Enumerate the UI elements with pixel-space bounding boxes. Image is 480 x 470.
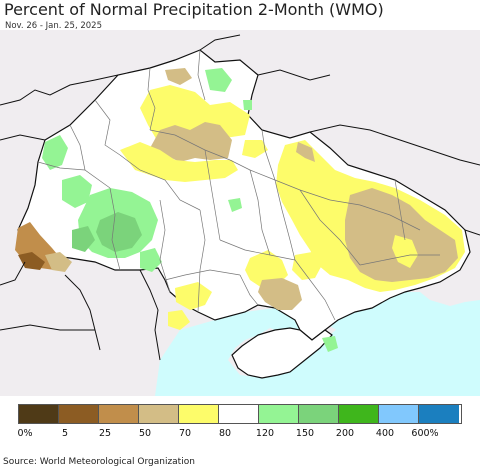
precipitation-map xyxy=(0,30,480,396)
legend-swatch xyxy=(299,405,339,423)
legend-swatch xyxy=(19,405,59,423)
legend-swatch xyxy=(259,405,299,423)
crimea xyxy=(231,327,333,379)
legend-label: 0% xyxy=(17,428,33,439)
source-credit: Source: World Meteorological Organizatio… xyxy=(3,457,195,467)
legend-labels: 0% 5 25 50 70 80 120 150 200 400 600% xyxy=(17,428,462,442)
legend-swatch xyxy=(99,405,139,423)
oblast-borders xyxy=(37,49,440,321)
legend-label: 150 xyxy=(295,428,315,439)
legend-label: 25 xyxy=(98,428,112,439)
map-title: Percent of Normal Precipitation 2-Month … xyxy=(4,0,384,19)
legend-label: 120 xyxy=(255,428,275,439)
black-sea xyxy=(155,292,480,396)
legend-swatch xyxy=(179,405,219,423)
legend-swatch xyxy=(379,405,419,423)
legend-label: 5 xyxy=(61,428,69,439)
legend-swatch xyxy=(419,405,459,423)
legend-label: 50 xyxy=(138,428,152,439)
legend-label: 80 xyxy=(218,428,232,439)
map-svg xyxy=(0,30,480,396)
legend-swatch xyxy=(59,405,99,423)
sea-of-azov xyxy=(330,292,425,332)
legend-label: 400 xyxy=(375,428,395,439)
legend-swatches xyxy=(18,404,462,424)
legend-swatch xyxy=(219,405,259,423)
legend-swatch xyxy=(339,405,379,423)
legend-swatch xyxy=(139,405,179,423)
legend-label: 200 xyxy=(335,428,355,439)
color-legend: 0% 5 25 50 70 80 120 150 200 400 600% xyxy=(17,404,462,442)
legend-label: 600% xyxy=(411,428,439,439)
legend-label: 70 xyxy=(178,428,192,439)
date-range-subtitle: Nov. 26 - Jan. 25, 2025 xyxy=(5,21,102,31)
country-borders xyxy=(0,34,480,361)
